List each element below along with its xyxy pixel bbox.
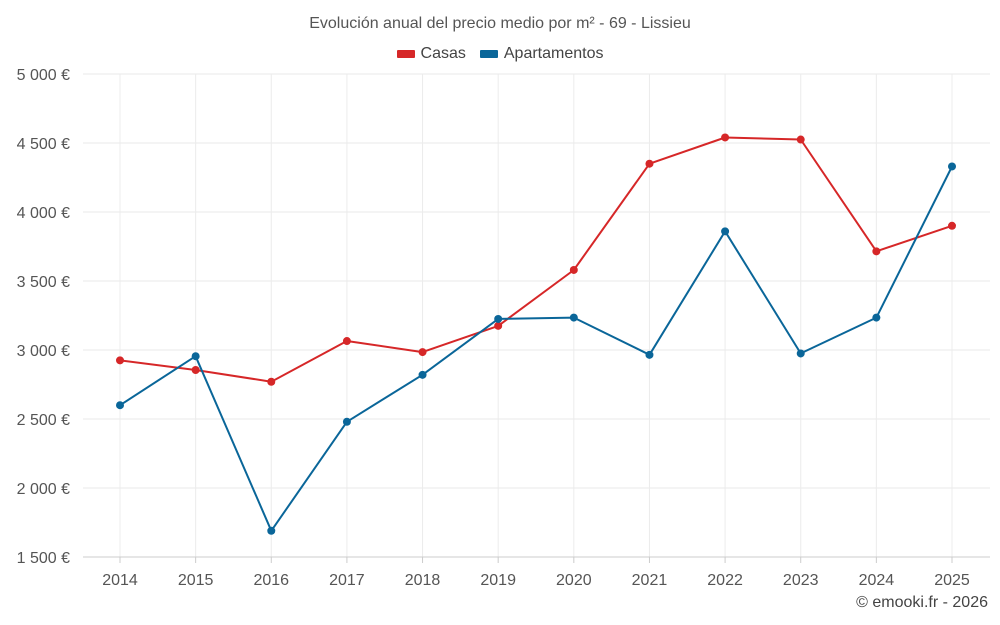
legend-label-apartamentos: Apartamentos [503, 45, 604, 62]
data-point-casas [645, 159, 654, 168]
data-point-apartamentos [267, 526, 276, 535]
data-point-apartamentos [342, 417, 351, 426]
data-point-apartamentos [191, 352, 200, 361]
legend-item-apartamentos[interactable]: Apartamentos [479, 45, 604, 63]
x-tick-label: 2020 [556, 572, 592, 589]
data-point-apartamentos [569, 313, 578, 322]
y-tick-label: 1 500 € [17, 550, 70, 567]
data-point-casas [721, 133, 730, 142]
data-point-casas [796, 135, 805, 144]
y-tick-label: 2 500 € [17, 412, 70, 429]
legend-item-casas[interactable]: Casas [396, 45, 466, 63]
credit-text: © emooki.fr - 2026 [856, 594, 988, 611]
legend-swatch-casas [396, 50, 415, 58]
data-point-casas [569, 265, 578, 274]
data-point-casas [267, 377, 276, 386]
data-point-apartamentos [494, 314, 503, 323]
legend: Casas Apartamentos [0, 45, 1000, 63]
data-point-casas [418, 348, 427, 357]
data-point-casas [872, 247, 881, 256]
data-point-casas [342, 337, 351, 346]
data-point-apartamentos [116, 401, 124, 410]
x-tick-label: 2018 [405, 572, 441, 589]
data-point-casas [116, 356, 124, 365]
y-tick-label: 3 000 € [17, 343, 70, 360]
series-line-casas [119, 136, 953, 383]
data-point-apartamentos [872, 313, 881, 322]
x-tick-label: 2023 [783, 572, 819, 589]
y-tick-label: 4 000 € [17, 205, 70, 222]
data-point-casas [948, 221, 956, 230]
data-point-apartamentos [721, 227, 730, 236]
data-point-apartamentos [645, 350, 654, 359]
x-tick-label: 2022 [707, 572, 743, 589]
x-tick-label: 2025 [934, 572, 970, 589]
x-tick-label: 2014 [102, 572, 138, 589]
data-point-casas [191, 366, 200, 375]
chart-title: Evolución anual del precio medio por m² … [309, 15, 691, 32]
data-point-casas [494, 321, 503, 330]
y-tick-label: 5 000 € [17, 67, 70, 84]
x-tick-label: 2016 [253, 572, 289, 589]
data-point-apartamentos [948, 162, 956, 171]
x-tick-label: 2024 [859, 572, 895, 589]
legend-label-casas: Casas [420, 45, 466, 62]
data-point-apartamentos [418, 370, 427, 379]
x-tick-label: 2015 [178, 572, 214, 589]
x-tick-label: 2017 [329, 572, 365, 589]
data-point-apartamentos [796, 349, 805, 358]
x-tick-label: 2019 [480, 572, 516, 589]
series-line-apartamentos [119, 166, 953, 532]
x-tick-label: 2021 [632, 572, 668, 589]
legend-swatch-apartamentos [479, 50, 498, 58]
y-tick-label: 2 000 € [17, 481, 70, 498]
y-tick-label: 3 500 € [17, 274, 70, 291]
y-tick-label: 4 500 € [17, 136, 70, 153]
